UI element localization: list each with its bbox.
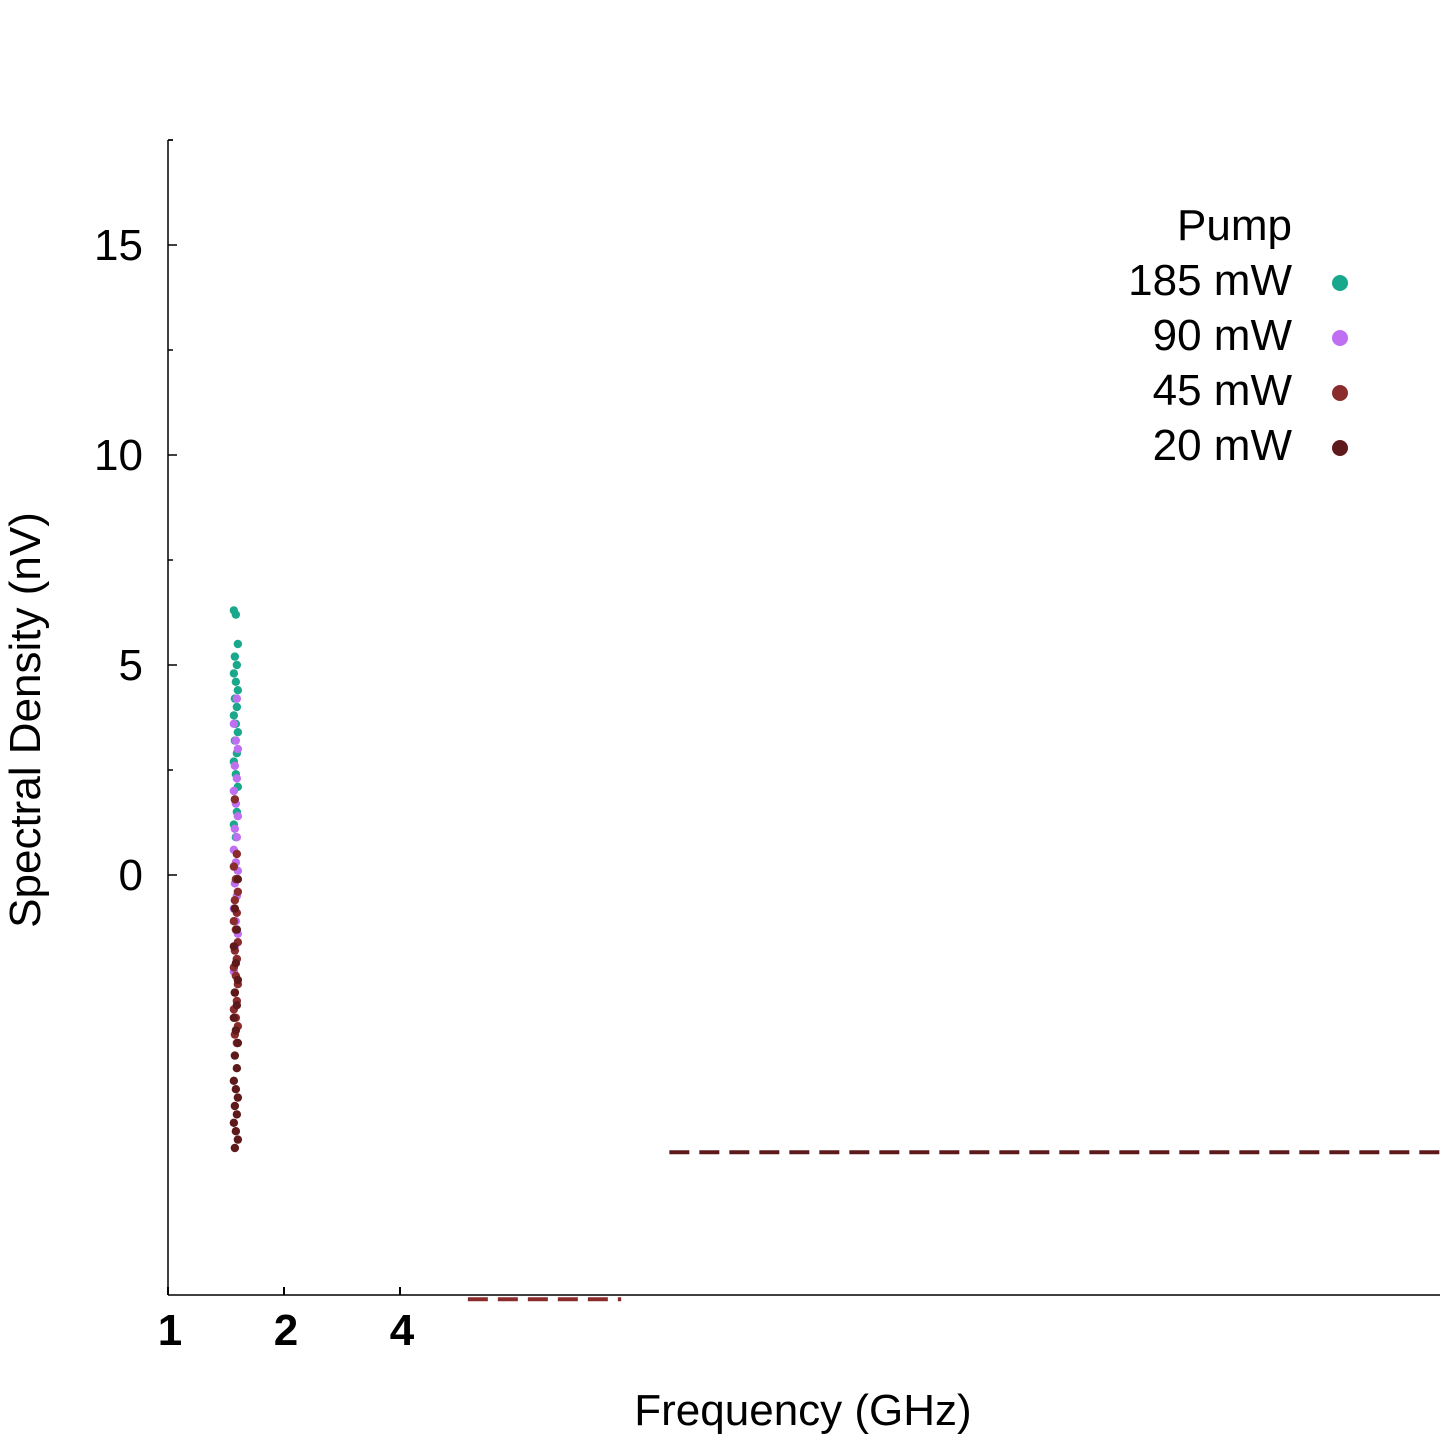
data-point xyxy=(230,761,240,770)
data-point xyxy=(231,1026,241,1035)
data-point xyxy=(231,736,241,745)
data-point xyxy=(232,849,242,859)
data-point xyxy=(232,1001,242,1010)
series-20-mw xyxy=(229,875,243,1153)
data-points xyxy=(229,606,243,1153)
legend-marker xyxy=(1332,330,1348,346)
legend-label: 45 mW xyxy=(1153,366,1293,415)
y-axis-title: Spectral Density (nV) xyxy=(1,512,50,928)
x-tick-label: 2 xyxy=(274,1306,298,1355)
y-tick-label: 5 xyxy=(119,641,143,690)
data-point xyxy=(232,774,242,783)
data-point xyxy=(230,1143,240,1153)
data-point xyxy=(233,728,243,737)
reference-lines xyxy=(467,1150,1440,1302)
data-point xyxy=(230,652,240,661)
data-point xyxy=(232,694,242,703)
legend-label: 90 mW xyxy=(1153,311,1293,360)
data-point xyxy=(232,833,242,842)
data-point xyxy=(230,904,240,913)
x-tick-label: 1 xyxy=(158,1306,182,1355)
legend-marker xyxy=(1332,440,1348,456)
x-axis-title: Frequency (GHz) xyxy=(634,1386,971,1435)
data-point xyxy=(233,639,243,649)
data-point xyxy=(229,786,239,796)
data-point xyxy=(233,1038,243,1048)
data-point xyxy=(231,959,241,968)
data-point xyxy=(229,719,239,728)
data-point xyxy=(233,1135,243,1144)
data-point xyxy=(231,677,241,686)
y-axis: 0 5 10 15 xyxy=(94,139,177,1295)
y-tick-label: 15 xyxy=(94,221,143,270)
legend-label: 20 mW xyxy=(1153,421,1293,470)
data-point xyxy=(232,1110,242,1119)
legend-title: Pump xyxy=(1177,201,1292,250)
data-point xyxy=(233,686,243,695)
data-point xyxy=(230,824,240,833)
data-point xyxy=(230,795,240,804)
x-tick-label: 4 xyxy=(390,1306,415,1355)
data-point xyxy=(233,812,243,821)
data-point xyxy=(229,862,239,871)
y-tick-label: 0 xyxy=(119,851,143,900)
data-point xyxy=(229,711,239,720)
data-point xyxy=(229,1013,239,1022)
y-tick-label: 10 xyxy=(94,431,143,480)
series-45-mw xyxy=(229,795,243,1048)
data-point xyxy=(229,917,239,926)
data-point xyxy=(230,988,240,997)
data-point xyxy=(231,610,241,619)
data-point xyxy=(229,942,239,951)
data-point xyxy=(233,887,243,896)
legend-marker xyxy=(1332,385,1348,401)
legend-label: 185 mW xyxy=(1128,256,1292,305)
x-axis: 1 2 4 xyxy=(158,1287,1440,1355)
data-point xyxy=(230,1101,240,1111)
data-point xyxy=(229,1118,239,1128)
data-point xyxy=(229,1076,239,1086)
legend-marker xyxy=(1332,275,1348,291)
data-point xyxy=(233,744,243,754)
data-point xyxy=(231,1085,241,1094)
data-point xyxy=(232,925,242,934)
data-point xyxy=(233,875,243,884)
legend: Pump 185 mW 90 mW 45 mW 20 mW xyxy=(1128,201,1348,470)
data-point xyxy=(231,1127,241,1136)
data-point xyxy=(230,896,240,905)
data-point xyxy=(232,1064,242,1073)
data-point xyxy=(232,660,242,670)
data-point xyxy=(232,702,242,712)
data-point xyxy=(233,975,243,985)
data-point xyxy=(230,1051,240,1060)
data-point xyxy=(233,1093,243,1102)
data-point xyxy=(229,669,239,678)
